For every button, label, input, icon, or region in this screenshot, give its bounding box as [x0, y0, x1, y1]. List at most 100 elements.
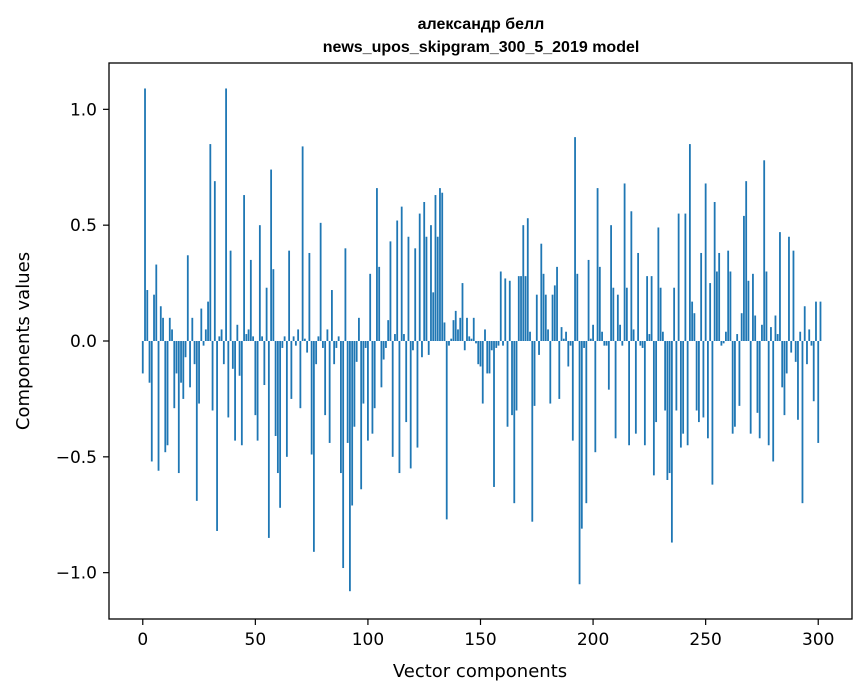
- bar: [202, 341, 205, 346]
- bar: [200, 308, 203, 341]
- bar: [222, 341, 225, 365]
- bar: [666, 341, 669, 480]
- bar: [578, 341, 581, 585]
- bar: [576, 273, 579, 341]
- bar: [362, 341, 365, 404]
- bar: [799, 331, 802, 341]
- bar: [261, 336, 263, 341]
- bar: [535, 294, 538, 341]
- bar: [425, 236, 428, 341]
- bar: [565, 331, 567, 341]
- bar: [612, 287, 615, 341]
- bar: [736, 334, 739, 341]
- bar: [254, 341, 257, 416]
- bar: [670, 341, 673, 543]
- chart-title-line2: news_upos_skipgram_300_5_2019 model: [323, 39, 640, 56]
- bar: [450, 338, 453, 341]
- bar: [272, 269, 275, 341]
- bar: [520, 276, 522, 341]
- bar: [589, 338, 592, 341]
- bar: [364, 341, 367, 348]
- bar: [542, 273, 545, 341]
- bar: [484, 329, 486, 341]
- bar: [159, 306, 162, 341]
- bar: [734, 341, 736, 427]
- bar: [258, 225, 261, 341]
- bar: [195, 341, 198, 501]
- bar: [430, 225, 432, 341]
- bar: [679, 341, 682, 448]
- bar: [391, 341, 394, 457]
- bar: [508, 280, 511, 341]
- bar: [603, 341, 606, 346]
- x-tick-label: 150: [464, 630, 496, 650]
- bar: [240, 341, 243, 446]
- bar: [207, 301, 209, 341]
- x-tick-label: 50: [245, 630, 267, 650]
- bar: [522, 225, 525, 341]
- bar: [623, 183, 626, 341]
- bar: [752, 273, 754, 341]
- bar: [274, 341, 277, 436]
- bar: [725, 331, 727, 341]
- bar: [571, 341, 574, 441]
- bar: [718, 252, 721, 341]
- bar: [306, 341, 309, 353]
- bar: [648, 334, 651, 341]
- y-tick-label: 0.5: [70, 216, 97, 236]
- bar: [454, 310, 457, 341]
- bar: [673, 287, 676, 341]
- bar: [146, 290, 149, 341]
- x-axis-label: Vector components: [393, 661, 567, 682]
- bar: [729, 271, 732, 341]
- bar: [292, 336, 295, 341]
- bar: [770, 327, 772, 341]
- bar: [652, 341, 655, 476]
- bar: [567, 341, 570, 367]
- bar: [398, 341, 401, 474]
- bar: [189, 341, 191, 388]
- bar: [643, 341, 646, 446]
- bar: [634, 341, 637, 434]
- bar: [490, 341, 493, 351]
- bar: [385, 341, 387, 348]
- bar: [688, 144, 691, 341]
- bar: [580, 341, 583, 529]
- bar: [497, 341, 500, 346]
- bar: [596, 188, 599, 341]
- bar: [245, 334, 248, 341]
- bar: [218, 336, 221, 341]
- bar: [639, 341, 642, 346]
- bar: [477, 341, 480, 365]
- bar: [700, 252, 703, 341]
- bar: [191, 317, 194, 341]
- bar: [549, 341, 552, 404]
- bar: [628, 341, 630, 446]
- bar: [785, 341, 788, 374]
- bar: [144, 88, 146, 341]
- x-tick-label: 300: [802, 630, 834, 650]
- bar: [331, 290, 333, 341]
- bar: [229, 250, 232, 341]
- bar: [270, 169, 273, 341]
- bar: [412, 341, 414, 351]
- bar: [616, 294, 619, 341]
- bar: [812, 341, 815, 402]
- bar: [630, 211, 633, 341]
- bar: [403, 334, 405, 341]
- bar: [182, 341, 185, 399]
- bar: [247, 329, 250, 341]
- bar: [308, 252, 311, 341]
- bar: [801, 341, 804, 504]
- bar: [621, 341, 624, 346]
- bar: [781, 341, 784, 388]
- bar: [553, 285, 556, 341]
- bar: [432, 292, 435, 341]
- x-tick-label: 100: [352, 630, 384, 650]
- bar: [765, 271, 768, 341]
- bar: [776, 334, 779, 341]
- bar: [310, 341, 313, 455]
- bar: [157, 341, 160, 471]
- bar: [351, 341, 354, 506]
